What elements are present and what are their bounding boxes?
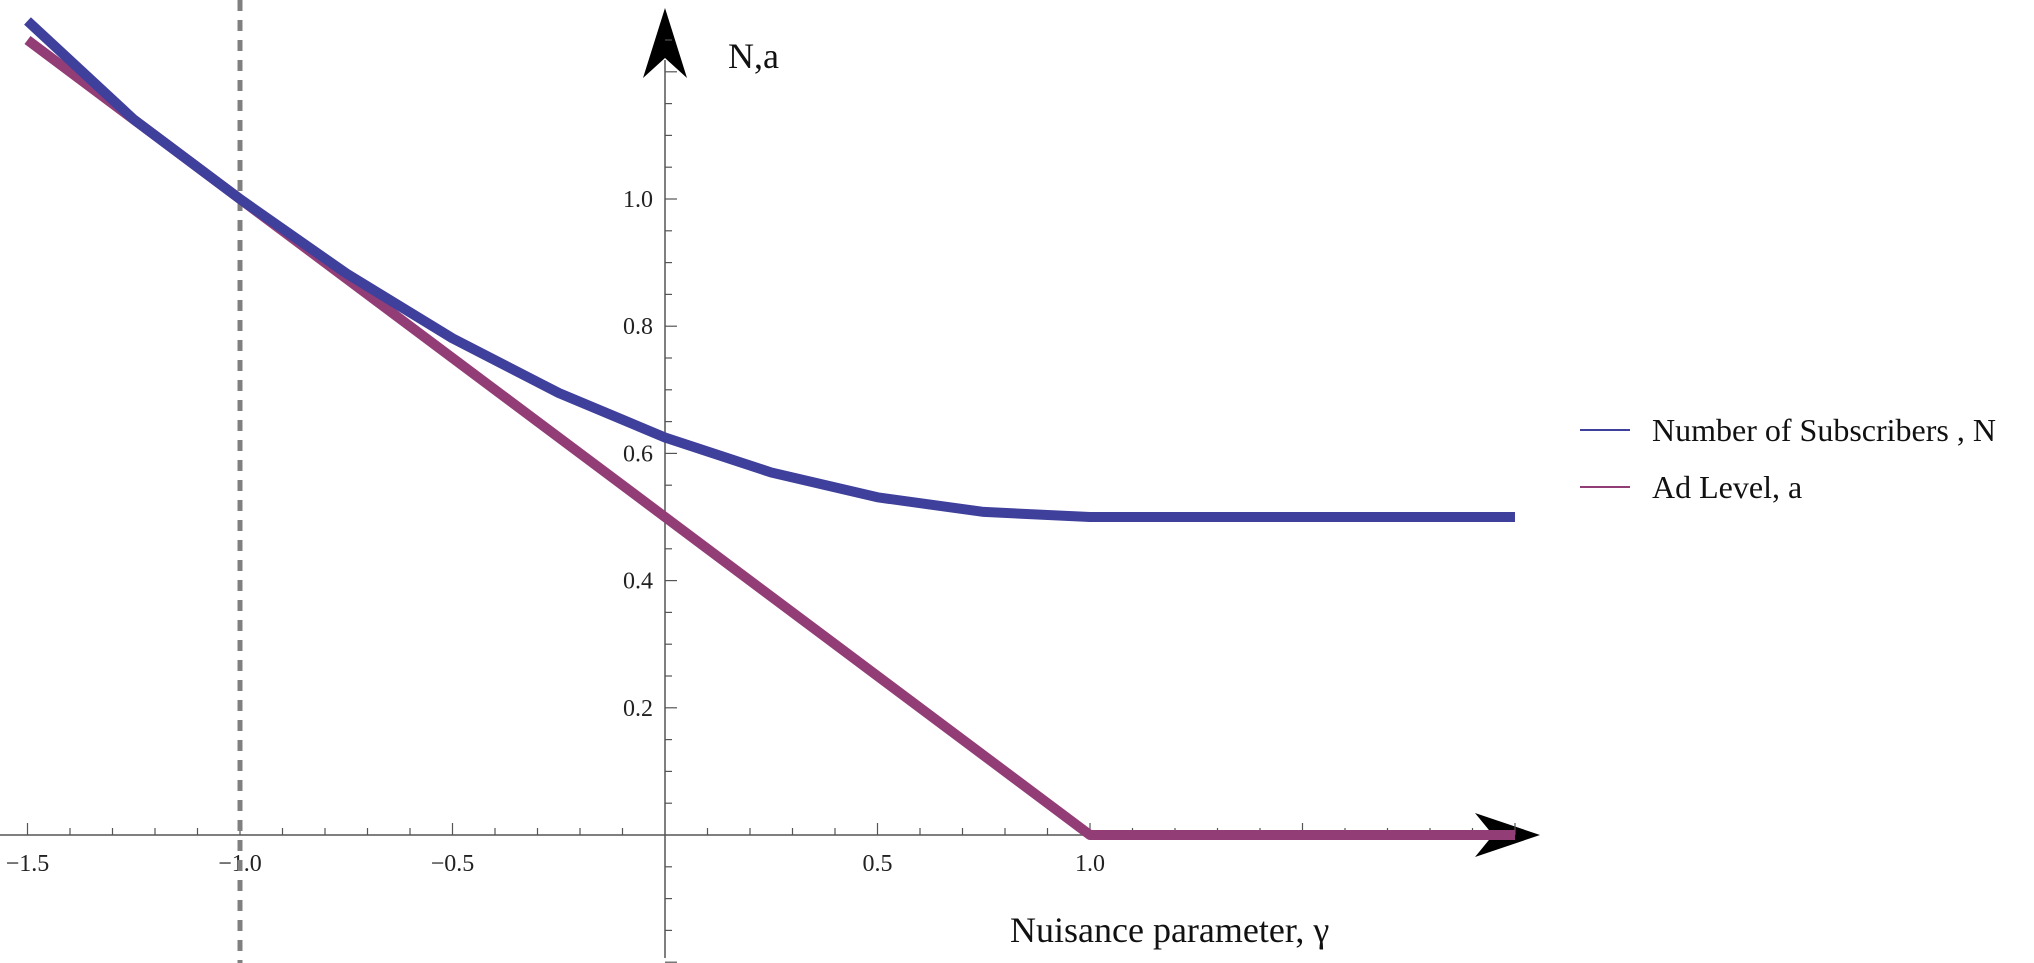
x-axis-title: Nuisance parameter, γ	[1010, 910, 1329, 950]
legend-label-ad-level: Ad Level, a	[1652, 469, 1802, 505]
x-tick-label: 1.0	[1075, 851, 1105, 877]
axis-labels: N,a Nuisance parameter, γ	[728, 36, 1329, 950]
y-tick-label: 0.6	[623, 441, 653, 467]
y-tick-label: 0.2	[623, 696, 653, 722]
x-tick-label: 0.5	[863, 851, 893, 877]
y-axis-arrow	[643, 8, 687, 78]
y-tick-label: 0.8	[623, 314, 653, 340]
series-line-ad-level	[24, 35, 1515, 840]
data-series	[24, 17, 1515, 840]
x-tick-label: −1.5	[6, 851, 50, 877]
series-line-subscribers	[24, 17, 1515, 522]
y-tick-label: 1.0	[623, 187, 653, 213]
axes	[0, 8, 1540, 958]
x-tick-label: −0.5	[431, 851, 475, 877]
y-axis-title: N,a	[728, 36, 779, 76]
y-tick-label: 0.4	[623, 569, 653, 595]
legend-label-subscribers: Number of Subscribers , N	[1652, 412, 1996, 448]
legend: Number of Subscribers , N Ad Level, a	[1580, 412, 1996, 505]
axis-ticks: −1.5−1.0−0.50.51.00.20.40.60.81.0	[6, 39, 1516, 963]
